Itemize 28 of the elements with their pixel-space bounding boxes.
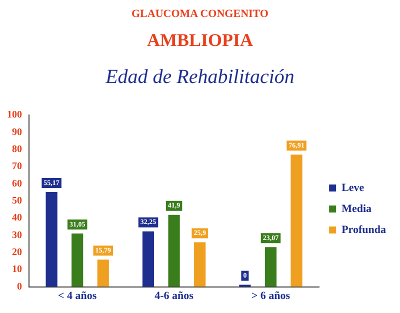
x-tick-label: 4-6 años xyxy=(154,290,194,302)
bar xyxy=(97,260,109,287)
bar xyxy=(168,214,180,287)
chart-title: GLAUCOMA CONGENITO xyxy=(130,8,270,20)
y-tick-label: 100 xyxy=(7,110,22,121)
bar xyxy=(290,154,302,287)
y-tick-label: 80 xyxy=(12,144,22,155)
y-tick-label: 20 xyxy=(12,247,22,258)
y-tick-label: 30 xyxy=(12,230,22,241)
bar xyxy=(46,192,58,287)
y-tick-label: 70 xyxy=(12,161,22,172)
legend-label: Leve xyxy=(342,182,364,194)
x-tick-label: > 6 años xyxy=(251,290,291,302)
y-tick-label: 10 xyxy=(12,264,22,276)
bar xyxy=(194,242,206,287)
y-tick-label: 50 xyxy=(12,195,22,206)
y-tick-label: 40 xyxy=(12,212,22,224)
bar xyxy=(72,233,84,287)
x-tick-label: < 4 años xyxy=(58,290,98,302)
chart-subtitle: AMBLIOPIA xyxy=(146,30,254,51)
text: Edad de Rehabilitación xyxy=(104,66,296,89)
legend-label: Profunda xyxy=(342,224,386,236)
y-tick-label: 90 xyxy=(12,126,22,138)
y-tick-label: 60 xyxy=(12,178,22,190)
bar xyxy=(264,247,277,287)
y-tick-label: 0 xyxy=(17,281,22,292)
legend-label: Media xyxy=(342,202,372,215)
bar xyxy=(142,231,154,287)
